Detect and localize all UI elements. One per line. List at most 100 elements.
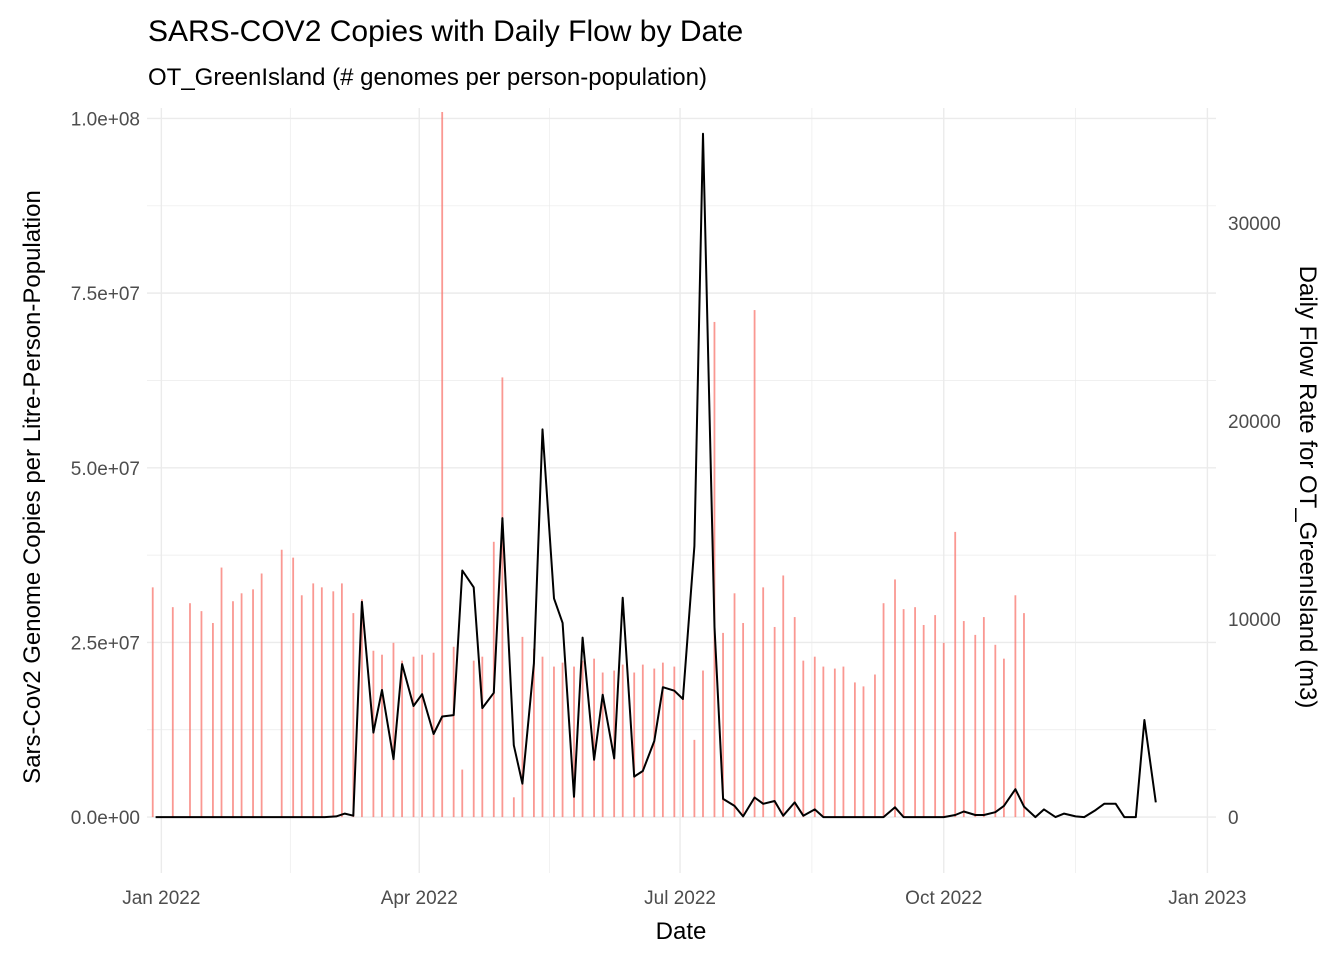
flow-bar: [151, 587, 154, 818]
flow-bar: [842, 666, 845, 818]
flow-bar: [702, 670, 704, 818]
y2-axis-ticks: 0 10000 20000 30000: [1228, 214, 1281, 829]
y-axis-title: Sars-Cov2 Genome Copies per Litre-Person…: [19, 190, 46, 784]
flow-bar: [601, 672, 604, 818]
flow-bar: [693, 739, 696, 818]
x-tick-label: Oct 2022: [905, 888, 982, 909]
flow-bar: [934, 615, 937, 818]
flow-bar: [762, 587, 765, 818]
flow-bar: [982, 617, 985, 818]
flow-bar: [1023, 613, 1025, 818]
flow-bar: [902, 609, 905, 818]
flow-bar: [753, 310, 756, 818]
flow-bar: [501, 377, 504, 818]
flow-bar: [533, 648, 535, 818]
flow-bar: [220, 567, 223, 818]
flow-bar: [412, 656, 415, 818]
flow-bar: [894, 579, 896, 818]
flow-bar: [312, 583, 315, 818]
chart-subtitle: OT_GreenIsland (# genomes per person-pop…: [148, 64, 707, 91]
y2-tick-label: 0: [1228, 808, 1239, 829]
flow-bar: [722, 632, 724, 818]
flow-bar: [472, 660, 475, 818]
flow-bar: [189, 603, 191, 818]
flow-bar: [372, 650, 375, 818]
y-tick-label: 7.5e+07: [71, 284, 140, 305]
flow-bar: [392, 642, 395, 818]
flow-bar: [593, 658, 595, 818]
flow-bar: [633, 672, 636, 818]
flow-bar: [171, 607, 174, 818]
flow-bar: [212, 623, 214, 818]
flow-bar: [481, 656, 484, 818]
flow-bar: [822, 666, 825, 818]
flow-bar: [994, 644, 997, 818]
flow-bar: [954, 531, 957, 818]
y-tick-label: 5.0e+07: [71, 459, 140, 480]
flow-bar: [441, 112, 444, 818]
flow-bar: [673, 666, 676, 818]
x-axis-title: Date: [656, 918, 707, 945]
flow-bar: [541, 656, 544, 818]
chart-title: SARS-COV2 Copies with Daily Flow by Date: [148, 15, 743, 48]
flow-bar: [802, 660, 805, 818]
flow-bar: [200, 611, 203, 818]
flow-bar: [1014, 595, 1017, 818]
x-tick-label: Apr 2022: [381, 888, 458, 909]
flow-bar: [521, 636, 524, 818]
flow-bar: [361, 599, 363, 818]
flow-bar: [461, 769, 464, 818]
grid-minor: [147, 108, 1216, 873]
x-tick-label: Jan 2022: [122, 888, 200, 909]
flow-bar: [421, 654, 424, 818]
y-tick-label: 2.5e+07: [71, 633, 140, 654]
flow-bar: [240, 593, 243, 818]
y2-tick-label: 20000: [1228, 412, 1281, 433]
flow-bar: [300, 595, 303, 818]
copies-line: [155, 132, 1157, 819]
flow-bar: [280, 549, 283, 818]
grid-major: [147, 108, 1216, 873]
flow-bar: [882, 603, 885, 818]
y2-tick-label: 10000: [1228, 610, 1281, 631]
x-axis-ticks: Jan 2022 Apr 2022 Jul 2022 Oct 2022 Jan 2023: [122, 888, 1246, 909]
flow-bar: [561, 662, 564, 818]
flow-bar: [332, 591, 335, 818]
flow-bar: [853, 682, 856, 818]
flow-bar: [733, 593, 736, 818]
y2-tick-label: 30000: [1228, 214, 1281, 235]
flow-bar: [974, 634, 977, 818]
flow-bar: [682, 698, 684, 818]
flow-bar: [874, 674, 876, 818]
flow-bar: [641, 664, 644, 818]
flow-bar: [922, 624, 925, 818]
flow-bar: [773, 626, 776, 818]
flow-bar: [742, 623, 745, 818]
flow-bar: [1003, 658, 1005, 818]
flow-bar: [232, 601, 234, 818]
flow-bar: [292, 557, 295, 818]
flow-bar: [401, 660, 403, 818]
flow-bar: [352, 613, 355, 818]
flow-bar: [782, 575, 785, 818]
flow-bar: [621, 664, 624, 818]
x-tick-label: Jul 2022: [644, 888, 716, 909]
flow-bar: [252, 589, 254, 818]
y-tick-label: 1.0e+08: [71, 109, 140, 130]
flow-bar: [962, 621, 965, 818]
flow-bar: [661, 662, 664, 818]
y-axis-ticks: 0.0e+00 2.5e+07 5.0e+07 7.5e+07 1.0e+08: [71, 109, 140, 829]
flow-bar: [862, 686, 865, 818]
flow-bar: [512, 797, 515, 818]
flow-bars: [151, 112, 1025, 818]
flow-bar: [713, 321, 716, 818]
flow-bar: [260, 573, 263, 818]
flow-bar: [942, 642, 945, 818]
flow-bar: [452, 646, 455, 818]
flow-bar: [340, 583, 343, 818]
y-tick-label: 0.0e+00: [71, 808, 140, 829]
flow-bar: [381, 654, 383, 818]
flow-bar: [914, 607, 916, 818]
flow-bar: [320, 587, 323, 818]
flow-bar: [553, 666, 555, 818]
